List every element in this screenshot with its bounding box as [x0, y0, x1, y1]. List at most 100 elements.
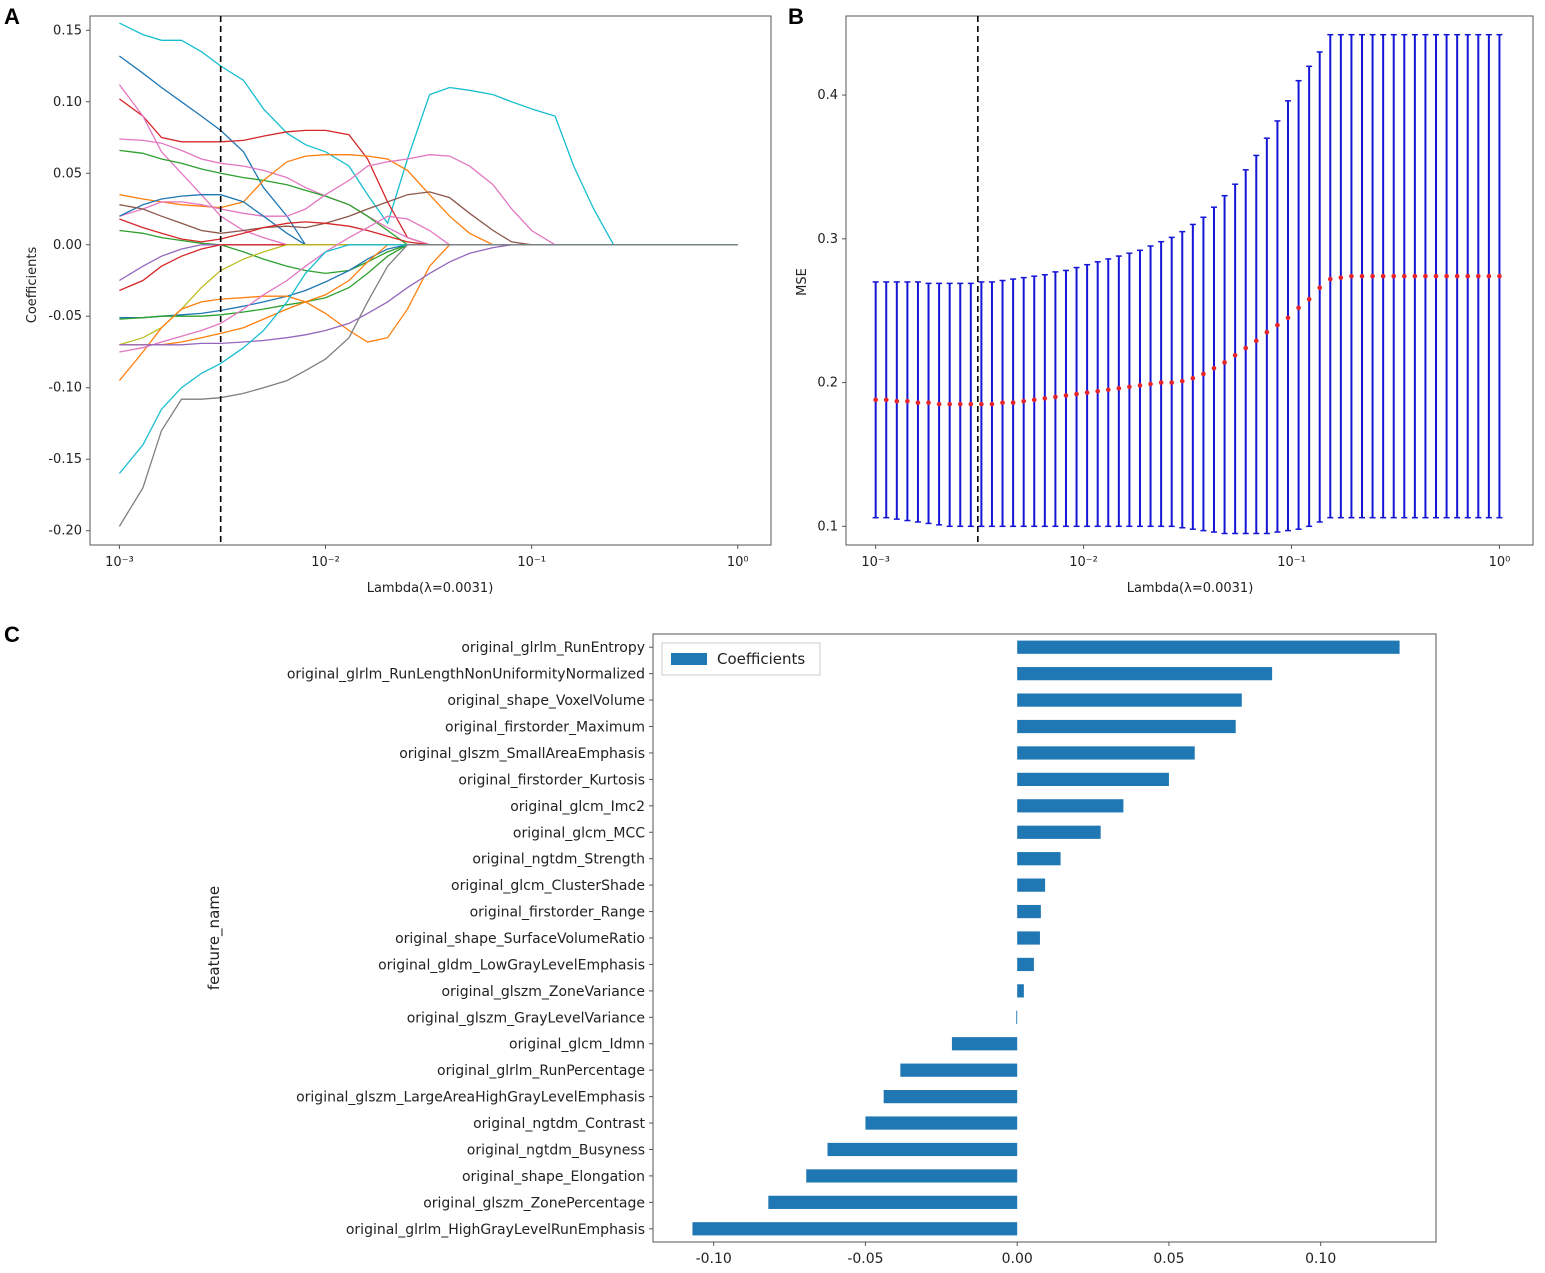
mse-mean-point [1327, 276, 1333, 282]
mse-mean-point [1285, 315, 1291, 321]
feature-label: original_firstorder_Maximum [445, 720, 645, 736]
y-tick-label-b: 0.1 [817, 519, 838, 534]
mse-mean-point [957, 401, 963, 407]
feature-label: original_ngtdm_Busyness [467, 1142, 645, 1158]
feature-label: original_glszm_LargeAreaHighGrayLevelEmp… [296, 1090, 645, 1106]
x-tick-label-a: 10⁰ [727, 555, 749, 570]
mse-mean-point [1253, 338, 1259, 344]
mse-mean-point [1169, 380, 1174, 385]
mse-mean-point [1158, 380, 1164, 385]
mse-mean-point [1031, 397, 1037, 403]
feature-label: original_glszm_GrayLevelVariance [407, 1010, 645, 1026]
y-tick-label-a: -0.15 [48, 452, 82, 467]
mse-mean-point [1401, 273, 1407, 279]
mse-mean-point [947, 401, 952, 407]
y-axis-label-b: MSE [795, 268, 810, 296]
mse-mean-point [1105, 387, 1111, 393]
mse-mean-point [1201, 371, 1206, 377]
mse-mean-point [936, 401, 942, 407]
mse-mean-point [1391, 273, 1397, 279]
x-tick-label-c: 0.05 [1153, 1251, 1184, 1267]
coef-path-4 [118, 84, 738, 246]
coefficient-bar [900, 1063, 1018, 1077]
feature-label: original_glrlm_RunPercentage [437, 1063, 645, 1079]
coefficient-bar [1017, 746, 1195, 760]
y-tick-label-a: -0.10 [48, 381, 82, 396]
mse-mean-point [1412, 273, 1418, 279]
mse-mean-point [1433, 273, 1439, 279]
coef-path-19 [119, 244, 738, 346]
coefficient-bar [1017, 852, 1061, 866]
coef-path-18 [118, 244, 738, 382]
coefficient-bar [768, 1195, 1018, 1209]
y-tick-label-a: 0.05 [53, 166, 82, 181]
y-axis-label-c: feature_name [205, 886, 224, 990]
coefficient-path-series [118, 22, 738, 527]
feature-label: original_glcm_Imc2 [510, 799, 645, 815]
mse-mean-point [989, 401, 995, 407]
feature-label: original_glcm_Idmn [509, 1037, 645, 1053]
mse-mean-point [1317, 285, 1323, 290]
mse-mean-point [1476, 273, 1481, 279]
coefficient-bar [1017, 693, 1242, 707]
x-axis-label-b: Lambda(λ=0.0031) [1127, 581, 1254, 596]
x-tick-label-c: 0.00 [1002, 1251, 1033, 1267]
feature-label: original_glszm_ZoneVariance [441, 984, 645, 1000]
coefficient-bar [1016, 1010, 1018, 1024]
coefficient-bar [1017, 667, 1273, 681]
legend-swatch [671, 653, 707, 665]
x-tick-label-a: 10⁻² [311, 555, 340, 570]
mse-mean-point [1042, 396, 1048, 401]
mse-mean-point [1338, 275, 1344, 280]
feature-label: original_shape_Elongation [462, 1169, 645, 1185]
mse-mean-point [1084, 390, 1090, 395]
mse-mean-point [1095, 388, 1100, 394]
mse-mean-point [1179, 378, 1185, 384]
y-axis-ticks-a: -0.20 -0.15 -0.10 -0.05 0.00 0.05 0.10 0.15 [48, 23, 90, 539]
coefficient-bar [1017, 878, 1046, 892]
y-tick-label-a: -0.20 [48, 524, 82, 539]
coef-path-2 [119, 55, 738, 246]
mse-mean-point [1211, 365, 1217, 371]
x-axis-label-a: Lambda(λ=0.0031) [367, 581, 494, 596]
legend-label: Coefficients [717, 650, 805, 668]
coefficient-bar [1017, 772, 1169, 786]
mse-mean-point [1359, 273, 1365, 279]
feature-label: original_firstorder_Kurtosis [458, 772, 645, 788]
mse-mean-point [1243, 345, 1249, 351]
mse-mean-point [1190, 375, 1196, 381]
feature-label: original_glcm_ClusterShade [451, 878, 645, 894]
x-tick-label-b: 10⁻³ [861, 555, 890, 570]
mse-mean-point [1148, 381, 1153, 387]
x-tick-label-b: 10⁰ [1489, 555, 1511, 570]
feature-coefficient-bar-chart: original_glrlm_RunEntropy original_glrlm_… [205, 633, 1437, 1267]
y-tick-label-a: -0.05 [48, 309, 82, 324]
coef-path-21 [119, 244, 738, 346]
mse-error-bars [872, 33, 1503, 535]
y-tick-label-a: 0.00 [53, 238, 82, 253]
legend: Coefficients [661, 642, 821, 676]
y-tick-label-a: 0.10 [53, 95, 82, 110]
mse-mean-point [1010, 400, 1016, 405]
panel-label-b: B [788, 4, 804, 29]
panel-label-a: A [4, 4, 20, 29]
mse-mean-point [1021, 398, 1026, 404]
y-tick-label-b: 0.4 [817, 88, 838, 103]
x-axis-ticks-a: 10⁻³ 10⁻² 10⁻¹ 10⁰ [105, 545, 749, 570]
feature-label: original_shape_SurfaceVolumeRatio [395, 931, 645, 947]
feature-label: original_ngtdm_Strength [472, 852, 645, 868]
coefficient-bar [883, 1090, 1018, 1104]
mse-mean-point [1423, 273, 1428, 279]
plot-frame-a [89, 15, 772, 546]
feature-label: original_ngtdm_Contrast [473, 1116, 645, 1132]
coef-path-16 [119, 244, 738, 319]
feature-label: original_glrlm_HighGrayLevelRunEmphasis [346, 1222, 645, 1238]
coef-path-20 [119, 215, 738, 353]
mse-mean-point [1349, 273, 1354, 279]
y-tick-label-b: 0.3 [817, 232, 838, 247]
x-tick-label-b: 10⁻¹ [1277, 555, 1306, 570]
y-tick-label-b: 0.2 [817, 376, 838, 391]
mse-mean-point [1074, 391, 1079, 397]
coefficient-bar [951, 1037, 1018, 1051]
